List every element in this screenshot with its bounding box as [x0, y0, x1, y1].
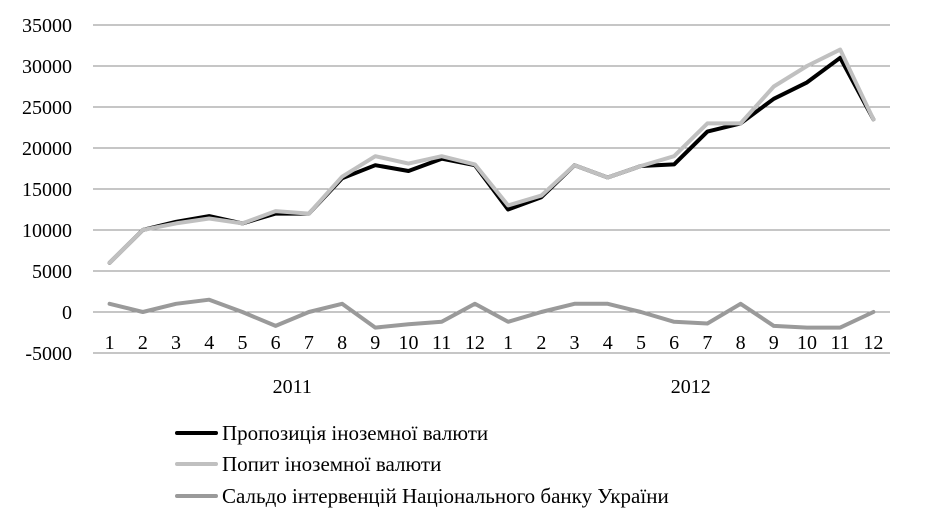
x-tick-label: 3	[570, 332, 580, 354]
x-tick-label: 6	[669, 332, 679, 354]
x-tick-label: 2	[138, 332, 148, 354]
y-tick-label: 25000	[22, 97, 72, 119]
legend-label: Попит іноземної валюти	[222, 452, 441, 476]
y-tick-label: -5000	[25, 343, 72, 365]
x-tick-label: 6	[271, 332, 281, 354]
x-tick-label: 7	[304, 332, 314, 354]
y-tick-label: 15000	[22, 179, 72, 201]
series-line-1	[107, 55, 876, 265]
y-tick-label: 35000	[22, 15, 72, 37]
x-tick-label: 2	[536, 332, 546, 354]
legend-label: Сальдо інтервенцій Національного банку У…	[222, 484, 669, 508]
x-tick-label: 7	[702, 332, 712, 354]
series-lines	[107, 47, 876, 330]
x-tick-label: 1	[503, 332, 513, 354]
x-tick-label: 5	[636, 332, 646, 354]
y-tick-label: 5000	[32, 261, 72, 283]
x-tick-label: 5	[237, 332, 247, 354]
x-tick-label: 8	[736, 332, 746, 354]
x-tick-label: 1	[105, 332, 115, 354]
x-tick-label: 4	[603, 332, 613, 354]
series-line-3	[107, 297, 876, 330]
legend: Пропозиція іноземної валюти Попит іноземн…	[175, 421, 669, 508]
x-tick-label: 4	[204, 332, 214, 354]
year-label: 2012	[671, 376, 711, 398]
y-tick-label: 10000	[22, 220, 72, 242]
x-tick-label: 8	[337, 332, 347, 354]
x-tick-label: 12	[863, 332, 883, 354]
y-axis-ticks: -5000 0 5000 10000 15000 20000 25000 30000 35000	[22, 15, 72, 365]
legend-label: Пропозиція іноземної валюти	[222, 421, 488, 445]
x-tick-label: 9	[769, 332, 779, 354]
series-line-2	[107, 47, 876, 265]
year-label: 2011	[273, 376, 312, 398]
y-tick-label: 20000	[22, 138, 72, 160]
y-tick-label: 30000	[22, 56, 72, 78]
x-tick-label: 11	[432, 332, 451, 354]
year-labels: 2011 2012	[273, 376, 711, 398]
x-tick-label: 9	[370, 332, 380, 354]
x-tick-label: 3	[171, 332, 181, 354]
x-tick-label: 11	[831, 332, 850, 354]
x-tick-label: 10	[398, 332, 418, 354]
x-axis-ticks: 1 2 3 4 5 6 7 8 9 10 11 12 1 2 3 4 5 6 7 8 9 10 11 12	[105, 332, 884, 354]
x-tick-label: 10	[797, 332, 817, 354]
y-tick-label: 0	[62, 302, 72, 324]
x-tick-label: 12	[465, 332, 485, 354]
